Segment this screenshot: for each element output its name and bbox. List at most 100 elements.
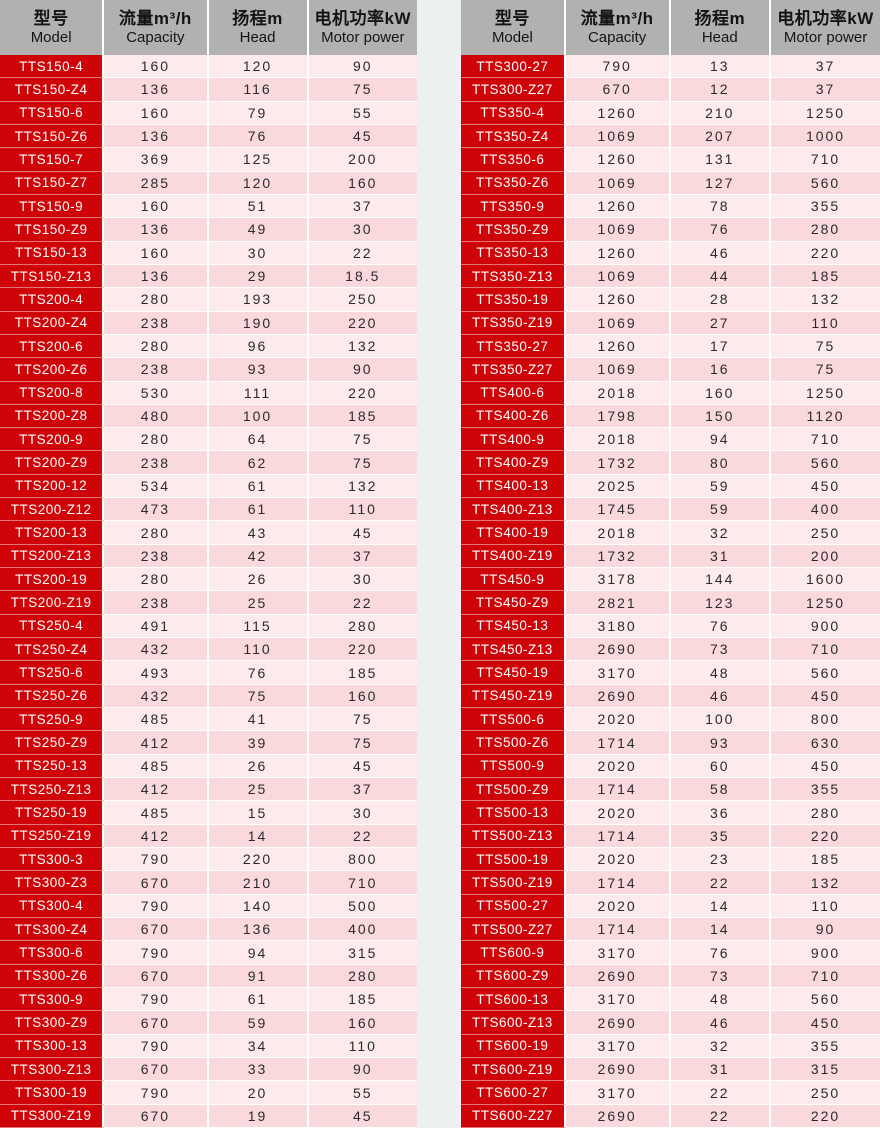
header-model-zh: 型号 <box>494 9 530 29</box>
capacity-cell: 136 <box>104 264 209 289</box>
motor-power-cell: 355 <box>771 194 880 219</box>
capacity-cell: 280 <box>104 521 209 545</box>
head-cell: 33 <box>208 1058 309 1082</box>
model-cell: TTS200-Z13 <box>0 544 105 569</box>
model-cell: TTS150-4 <box>0 54 105 79</box>
head-cell: 14 <box>208 824 309 849</box>
capacity-cell: 2690 <box>565 964 671 989</box>
capacity-cell: 485 <box>104 708 209 732</box>
model-cell: TTS150-Z4 <box>0 78 105 102</box>
header-capacity: 流量m³/h Capacity <box>104 0 209 55</box>
head-cell: 111 <box>208 381 309 405</box>
model-cell: TTS250-4 <box>0 614 105 639</box>
head-cell: 140 <box>208 894 309 919</box>
model-cell: TTS450-Z13 <box>461 638 566 662</box>
table-row: TTS250-Z19 412 14 22 <box>0 824 417 849</box>
capacity-cell: 238 <box>104 591 209 615</box>
table-row: TTS500-Z6 1714 93 630 <box>461 731 880 755</box>
head-cell: 30 <box>208 241 309 265</box>
model-cell: TTS150-Z6 <box>0 124 105 149</box>
capacity-cell: 285 <box>104 171 209 195</box>
motor-power-cell: 450 <box>771 474 880 499</box>
motor-power-cell: 1000 <box>771 124 880 149</box>
motor-power-cell: 355 <box>771 778 880 802</box>
head-cell: 210 <box>670 101 772 125</box>
head-cell: 59 <box>208 1011 309 1035</box>
capacity-cell: 1069 <box>565 264 671 289</box>
motor-power-cell: 160 <box>308 171 417 195</box>
motor-power-cell: 315 <box>771 1058 880 1082</box>
motor-power-cell: 710 <box>771 638 880 662</box>
model-cell: TTS200-8 <box>0 381 105 405</box>
model-cell: TTS200-9 <box>0 428 105 452</box>
capacity-cell: 412 <box>104 731 209 755</box>
table-row: TTS500-Z19 1714 22 132 <box>461 871 880 895</box>
capacity-cell: 485 <box>104 754 209 779</box>
model-cell: TTS300-Z19 <box>0 1104 105 1128</box>
capacity-cell: 1732 <box>565 544 671 569</box>
motor-power-cell: 1250 <box>771 381 880 405</box>
motor-power-cell: 250 <box>308 288 417 312</box>
table-row: TTS150-7 369 125 200 <box>0 148 417 172</box>
model-cell: TTS150-7 <box>0 148 105 172</box>
table-body-right: TTS300-27 790 13 37 TTS300-Z27 670 12 37 TTS350-… <box>461 54 880 1128</box>
table-row: TTS300-Z6 670 91 280 <box>0 964 417 989</box>
motor-power-cell: 710 <box>771 148 880 172</box>
motor-power-cell: 90 <box>771 918 880 942</box>
motor-power-cell: 500 <box>308 894 417 919</box>
capacity-cell: 670 <box>104 871 209 895</box>
table-row: TTS200-Z13 238 42 37 <box>0 544 417 569</box>
motor-power-cell: 75 <box>308 731 417 755</box>
motor-power-cell: 400 <box>308 918 417 942</box>
motor-power-cell: 160 <box>308 1011 417 1035</box>
model-cell: TTS350-Z13 <box>461 264 566 289</box>
table-row: TTS400-6 2018 160 1250 <box>461 381 880 405</box>
capacity-cell: 136 <box>104 78 209 102</box>
motor-power-cell: 280 <box>308 964 417 989</box>
table-row: TTS600-Z9 2690 73 710 <box>461 964 880 989</box>
table-row: TTS200-6 280 96 132 <box>0 334 417 359</box>
motor-power-cell: 800 <box>308 848 417 872</box>
capacity-cell: 3170 <box>565 941 671 965</box>
motor-power-cell: 37 <box>308 544 417 569</box>
capacity-cell: 1745 <box>565 498 671 522</box>
header-motor-power-en: Motor power <box>321 28 405 46</box>
head-cell: 14 <box>670 894 772 919</box>
motor-power-cell: 75 <box>308 451 417 475</box>
motor-power-cell: 220 <box>308 381 417 405</box>
motor-power-cell: 560 <box>771 988 880 1012</box>
head-cell: 91 <box>208 964 309 989</box>
head-cell: 23 <box>670 848 772 872</box>
head-cell: 22 <box>670 871 772 895</box>
motor-power-cell: 110 <box>308 1034 417 1059</box>
motor-power-cell: 560 <box>771 661 880 685</box>
motor-power-cell: 630 <box>771 731 880 755</box>
model-cell: TTS300-Z4 <box>0 918 105 942</box>
motor-power-cell: 220 <box>308 638 417 662</box>
head-cell: 116 <box>208 78 309 102</box>
model-cell: TTS350-6 <box>461 148 566 172</box>
table-row: TTS200-Z9 238 62 75 <box>0 451 417 475</box>
motor-power-cell: 250 <box>771 521 880 545</box>
head-cell: 28 <box>670 288 772 312</box>
model-cell: TTS200-Z4 <box>0 311 105 335</box>
model-cell: TTS500-Z19 <box>461 871 566 895</box>
motor-power-cell: 185 <box>308 404 417 429</box>
capacity-cell: 1069 <box>565 311 671 335</box>
capacity-cell: 1714 <box>565 778 671 802</box>
capacity-cell: 670 <box>104 1058 209 1082</box>
motor-power-cell: 280 <box>771 801 880 825</box>
table-row: TTS400-Z6 1798 150 1120 <box>461 404 880 429</box>
header-capacity-zh: 流量m³/h <box>580 9 654 29</box>
table-row: TTS200-Z6 238 93 90 <box>0 358 417 382</box>
table-row: TTS250-19 485 15 30 <box>0 801 417 825</box>
head-cell: 220 <box>208 848 309 872</box>
head-cell: 17 <box>670 334 772 359</box>
model-cell: TTS350-Z9 <box>461 218 566 242</box>
model-cell: TTS250-Z4 <box>0 638 105 662</box>
head-cell: 61 <box>208 474 309 499</box>
motor-power-cell: 1250 <box>771 101 880 125</box>
model-cell: TTS300-6 <box>0 941 105 965</box>
capacity-cell: 412 <box>104 778 209 802</box>
motor-power-cell: 710 <box>308 871 417 895</box>
